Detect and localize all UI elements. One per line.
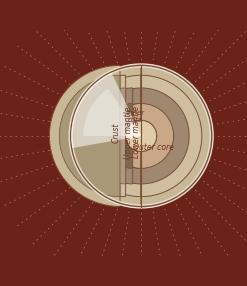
Wedge shape [141,120,157,152]
Wedge shape [49,65,120,206]
Text: Lower mantle: Lower mantle [132,106,141,158]
Wedge shape [126,120,141,152]
Text: Inner
core: Inner core [126,110,145,123]
Circle shape [109,104,174,168]
Wedge shape [141,120,157,152]
Wedge shape [141,65,212,206]
Circle shape [71,65,212,206]
Wedge shape [141,88,189,184]
Text: Outer core: Outer core [133,143,174,152]
Wedge shape [141,75,202,197]
Wedge shape [141,75,202,197]
Wedge shape [141,65,212,206]
Wedge shape [59,75,120,197]
Wedge shape [65,75,126,197]
Text: Upper mantle: Upper mantle [124,106,133,159]
Wedge shape [78,88,126,184]
Circle shape [126,120,157,152]
Circle shape [126,120,157,152]
Circle shape [126,120,157,152]
Wedge shape [141,104,174,168]
Wedge shape [129,125,141,140]
Wedge shape [129,125,141,140]
Wedge shape [109,104,141,168]
Wedge shape [71,73,141,148]
Wedge shape [109,104,141,168]
Wedge shape [141,104,174,168]
Circle shape [81,75,202,197]
Text: Crust: Crust [112,122,121,143]
Wedge shape [100,104,133,168]
Wedge shape [141,88,189,184]
Wedge shape [83,89,141,136]
Wedge shape [85,88,133,184]
Circle shape [93,88,189,184]
